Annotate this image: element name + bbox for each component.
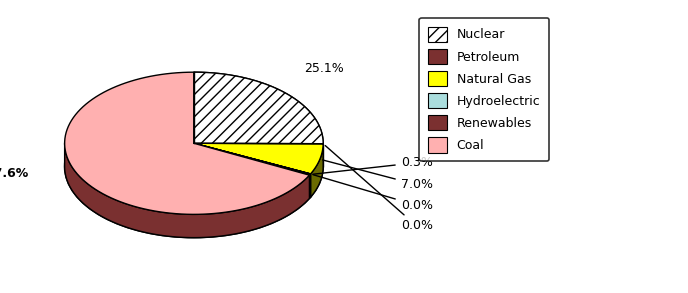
Text: 0.0%: 0.0% bbox=[313, 175, 433, 212]
Polygon shape bbox=[194, 143, 310, 174]
Text: 25.1%: 25.1% bbox=[304, 62, 344, 75]
Polygon shape bbox=[194, 143, 323, 174]
Ellipse shape bbox=[65, 96, 323, 238]
Text: 67.6%: 67.6% bbox=[0, 167, 29, 180]
Polygon shape bbox=[194, 143, 310, 175]
Polygon shape bbox=[65, 72, 310, 214]
Polygon shape bbox=[194, 72, 323, 144]
Polygon shape bbox=[65, 143, 310, 238]
Polygon shape bbox=[310, 144, 323, 197]
Legend: Nuclear, Petroleum, Natural Gas, Hydroelectric, Renewables, Coal: Nuclear, Petroleum, Natural Gas, Hydroel… bbox=[419, 18, 549, 161]
Text: 7.0%: 7.0% bbox=[323, 160, 433, 191]
Text: 0.3%: 0.3% bbox=[313, 156, 433, 174]
Polygon shape bbox=[194, 72, 323, 144]
Text: 0.0%: 0.0% bbox=[325, 146, 433, 232]
Polygon shape bbox=[194, 143, 323, 144]
